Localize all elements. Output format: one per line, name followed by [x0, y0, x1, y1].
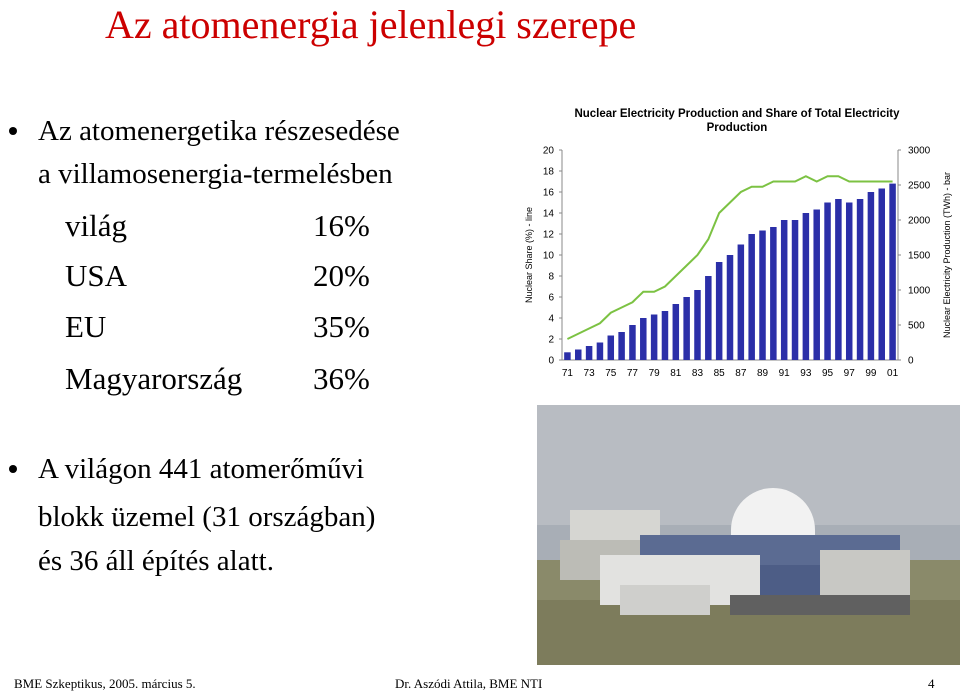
- bar: [802, 213, 810, 360]
- bar: [661, 311, 669, 360]
- row-label: EU: [65, 309, 106, 344]
- bar: [824, 202, 831, 360]
- row-label: USA: [65, 258, 128, 293]
- row-label: világ: [65, 208, 127, 243]
- bar: [889, 183, 896, 360]
- y2-axis-label: Nuclear Electricity Production (TWh) - b…: [942, 172, 952, 338]
- bar: [780, 220, 788, 360]
- chart: 0 2 4 6 8 10 12 14 16 18 20 0 500 1000 1500 2000 2500 300…: [543, 146, 931, 380]
- y-tick-label: 10: [543, 251, 555, 262]
- x-tick-label: 97: [844, 368, 856, 379]
- bar: [813, 209, 820, 360]
- bar: [759, 230, 766, 360]
- y-tick-label: 18: [543, 167, 555, 178]
- x-tick-label: 73: [584, 368, 596, 379]
- row-value: 20%: [313, 258, 370, 293]
- x-tick-label: 95: [822, 368, 834, 379]
- x-tick-label: 71: [562, 368, 574, 379]
- footer-left: BME Szkeptikus, 2005. március 5.: [14, 676, 196, 691]
- x-tick-label: 99: [865, 368, 877, 379]
- y2-tick-label: 0: [908, 356, 914, 367]
- slide-title: Az atomenergia jelenlegi szerepe: [105, 2, 636, 47]
- bar: [737, 244, 745, 360]
- y2-tick-label: 1000: [908, 286, 931, 297]
- y-tick-label: 0: [548, 356, 554, 367]
- x-tick-label: 01: [887, 368, 899, 379]
- bar: [618, 332, 625, 360]
- bar: [683, 297, 690, 360]
- y-tick-label: 6: [548, 293, 554, 304]
- row-value: 35%: [313, 309, 370, 344]
- bar: [575, 349, 582, 360]
- x-tick-label: 77: [627, 368, 639, 379]
- row-label: Magyarország: [65, 361, 242, 396]
- bar: [835, 199, 842, 360]
- bullet-line: a villamosenergia-termelésben: [38, 158, 393, 190]
- bar: [715, 262, 723, 360]
- y-tick-label: 2: [548, 335, 554, 346]
- bar: [770, 227, 777, 360]
- bar: [845, 202, 853, 360]
- x-tick-label: 89: [757, 368, 769, 379]
- chart-title: Nuclear Electricity Production and Share…: [574, 108, 900, 120]
- bar: [564, 352, 571, 360]
- y2-tick-label: 500: [908, 321, 925, 332]
- bullet-line: Az atomenergetika részesedése: [38, 115, 400, 147]
- y-tick-label: 14: [543, 209, 555, 220]
- y-tick-label: 12: [543, 230, 555, 241]
- x-tick-label: 75: [605, 368, 617, 379]
- bar: [726, 255, 734, 360]
- photo: [537, 405, 960, 665]
- footer-center: Dr. Aszódi Attila, BME NTI: [395, 676, 542, 691]
- x-tick-label: 87: [735, 368, 747, 379]
- y2-tick-label: 1500: [908, 251, 931, 262]
- bar: [629, 325, 636, 360]
- bullet-dot: [9, 127, 17, 135]
- bar: [596, 342, 604, 360]
- bullet-line: és 36 áll építés alatt.: [38, 545, 274, 577]
- footer-page: 4: [928, 676, 935, 691]
- bar: [867, 192, 875, 360]
- bar: [672, 304, 680, 360]
- bar: [650, 314, 658, 360]
- x-tick-label: 83: [692, 368, 704, 379]
- chart-panel: [512, 95, 960, 395]
- y-tick-label: 20: [543, 146, 555, 157]
- line: [566, 175, 893, 340]
- bar: [640, 318, 647, 360]
- x-tick-label: 81: [670, 368, 682, 379]
- bar: [607, 335, 615, 360]
- y2-tick-label: 2500: [908, 181, 931, 192]
- bar: [705, 276, 712, 360]
- y2-tick-label: 3000: [908, 146, 931, 157]
- y-tick-label: 16: [543, 188, 555, 199]
- bar: [585, 346, 593, 360]
- y-tick-label: 4: [548, 314, 554, 325]
- bar: [856, 199, 864, 360]
- bullet-dot: [9, 465, 17, 473]
- x-tick-label: 91: [779, 368, 791, 379]
- x-tick-label: 79: [649, 368, 661, 379]
- row-value: 16%: [313, 208, 370, 243]
- x-tick-label: 93: [800, 368, 812, 379]
- bar: [878, 188, 885, 360]
- chart-title: Production: [707, 122, 768, 134]
- y-axis-label: Nuclear Share (%) - line: [524, 207, 534, 303]
- bar: [694, 290, 701, 360]
- y-tick-label: 8: [548, 272, 554, 283]
- bar: [748, 234, 755, 360]
- bar: [791, 220, 799, 360]
- bullet-line: blokk üzemel (31 országban): [38, 501, 375, 533]
- x-tick-label: 85: [714, 368, 726, 379]
- row-value: 36%: [313, 361, 370, 396]
- y2-tick-label: 2000: [908, 216, 931, 227]
- bullet-line: A világon 441 atomerőművi: [38, 453, 364, 485]
